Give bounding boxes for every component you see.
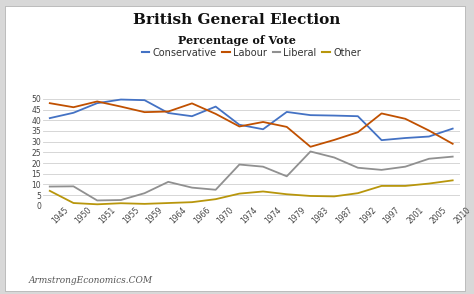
Text: Percentage of Vote: Percentage of Vote: [178, 35, 296, 46]
Legend: Conservative, Labour, Liberal, Other: Conservative, Labour, Liberal, Other: [137, 44, 365, 61]
Text: British General Election: British General Election: [133, 13, 341, 27]
Text: ArmstrongEconomics.COM: ArmstrongEconomics.COM: [28, 276, 153, 285]
